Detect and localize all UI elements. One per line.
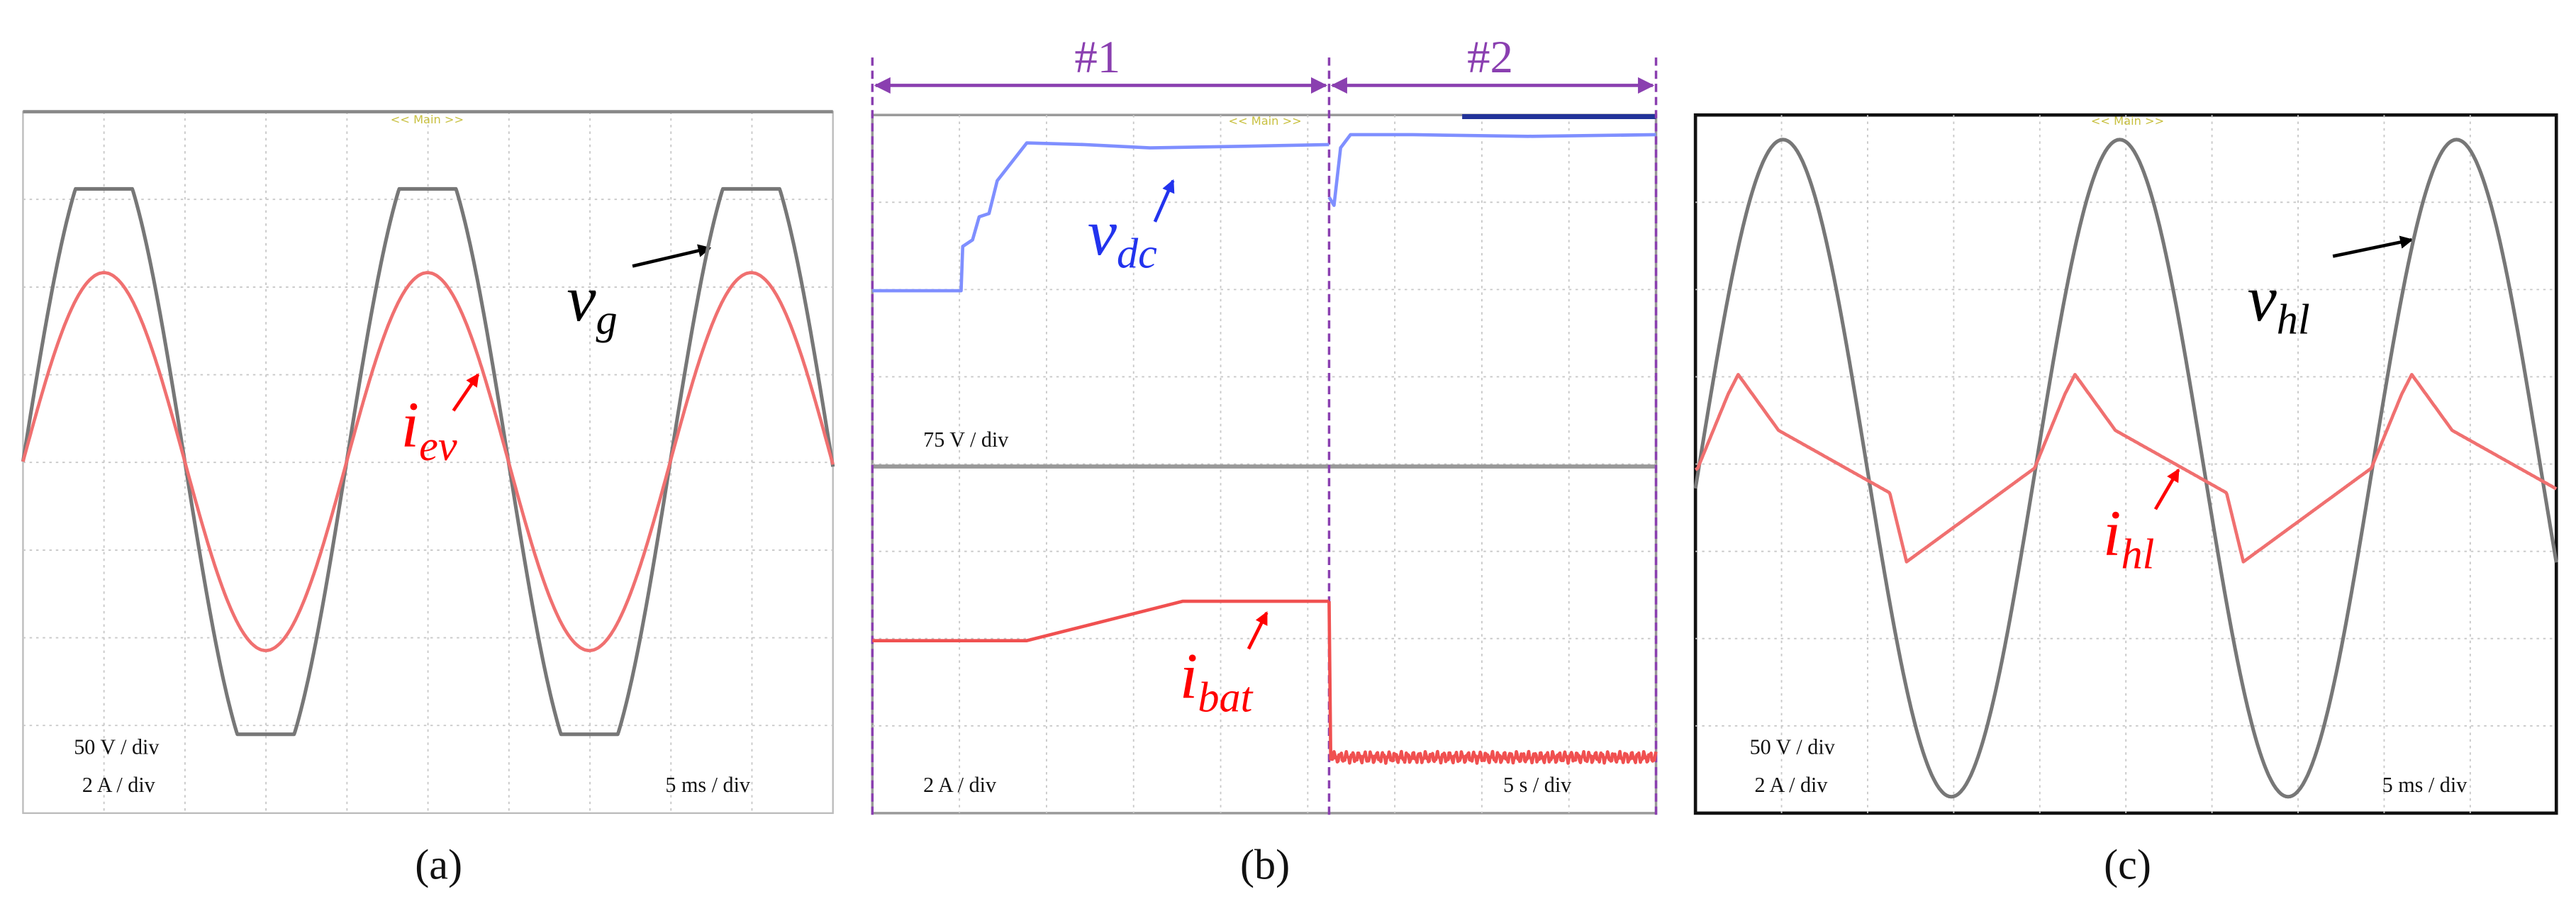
symbol: i [401,389,419,462]
arrow [632,244,712,268]
voltage-trace [872,141,1329,293]
scale-label: 50 V / div [1750,735,1836,759]
header: << Main >> [391,113,464,126]
scale-label: 2 A / div [923,773,997,797]
symbol: v [2248,262,2277,335]
subscript: hl [2277,296,2310,343]
current-trace [1327,601,1658,765]
subscript: hl [2121,531,2155,579]
header: << Main >> [2091,114,2164,128]
signal-label: vhl [2248,262,2310,344]
arrow [2153,468,2180,510]
panel-c: << Main >> 50 V / div 2 A / div 5 ms / d… [1693,113,2558,889]
symbol: i [1180,640,1198,713]
scale-label: 50 V / div [74,735,160,759]
arrow [1153,179,1175,223]
symbol: v [1088,196,1117,269]
figure-body: << Main >> 50 V / div 2 A / div 5 ms / d… [21,32,2558,889]
current-trace [1694,372,2558,564]
panel-b: << Main >> #1 #2 75 V / div 2 A / div 5 … [871,32,1658,889]
arrow [2332,235,2414,258]
caption: (a) [415,842,462,889]
caption: (b) [1240,842,1290,889]
voltage-trace [1327,133,1656,207]
caption: (c) [2104,842,2151,889]
scale-label: 2 A / div [82,773,156,797]
current-trace [872,599,1329,642]
scale-label: 2 A / div [1755,773,1829,797]
subscript: ev [419,423,457,470]
interval-label: #2 [1467,32,1513,83]
arrow [452,373,480,412]
symbol: v [567,262,596,335]
scale-label: 75 V / div [923,428,1009,452]
interval-label: #1 [1074,32,1120,83]
subscript: dc [1117,230,1157,278]
time-scale: 5 ms / div [665,773,751,797]
signal-label: ihl [2103,497,2155,579]
panel-a: << Main >> 50 V / div 2 A / div 5 ms / d… [21,110,835,889]
time-scale: 5 ms / div [2382,773,2468,797]
subscript: bat [1198,674,1253,721]
arrow [1247,611,1269,650]
signal-label: vg [567,262,617,344]
symbol: i [2103,497,2121,570]
signal-label: iev [401,389,457,470]
subscript: g [596,296,618,343]
time-scale: 5 s / div [1503,773,1572,797]
current-trace [21,271,835,652]
signal-label: ibat [1180,640,1254,722]
voltage-trace [1693,138,2558,799]
header: << Main >> [1228,114,1301,128]
voltage-trace [21,186,835,737]
signal-label: vdc [1088,196,1157,278]
